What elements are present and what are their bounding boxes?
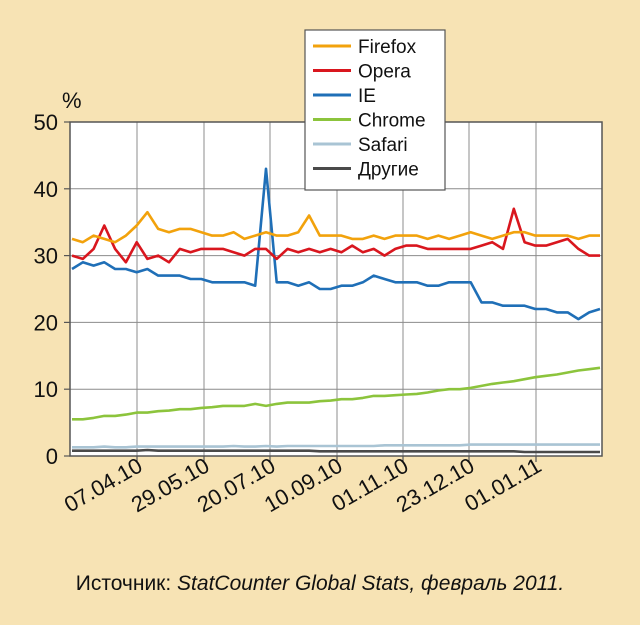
legend-box (304, 29, 446, 191)
y-unit-label: % (62, 88, 82, 113)
series-line (72, 448, 600, 454)
series-line (71, 210, 600, 244)
y-tick-label: 10 (34, 377, 58, 402)
series-line (71, 167, 601, 321)
series-line (72, 366, 601, 421)
y-tick-label: 40 (34, 177, 58, 202)
series-line (71, 207, 600, 264)
legend-label: Другие (358, 160, 419, 181)
y-tick-label: 0 (46, 444, 58, 469)
y-axis: 0 10 20 30 40 50 (34, 110, 70, 469)
y-tick-label: 30 (34, 244, 58, 269)
x-tick-label: 01.01.11 (460, 453, 545, 517)
series-line (72, 443, 600, 449)
source-note: Источник: StatCounter Global Stats, февр… (0, 572, 640, 596)
source-prefix: Источник: (75, 572, 178, 595)
legend: Firefox Opera IE Chrome Safari Другие (304, 29, 446, 191)
x-axis: 07.04.1029.05.1020.07.1010.09.1001.11.10… (60, 453, 546, 517)
source-name: StatCounter Global Stats, февраль 2011. (177, 572, 565, 595)
legend-label: Opera (358, 62, 411, 83)
series-layer (71, 167, 601, 454)
legend-label: Chrome (358, 111, 426, 132)
y-tick-label: 20 (34, 310, 58, 335)
y-tick-label: 50 (34, 110, 58, 135)
legend-label: Firefox (358, 37, 417, 58)
legend-label: Safari (358, 135, 408, 156)
legend-label: IE (358, 86, 376, 107)
